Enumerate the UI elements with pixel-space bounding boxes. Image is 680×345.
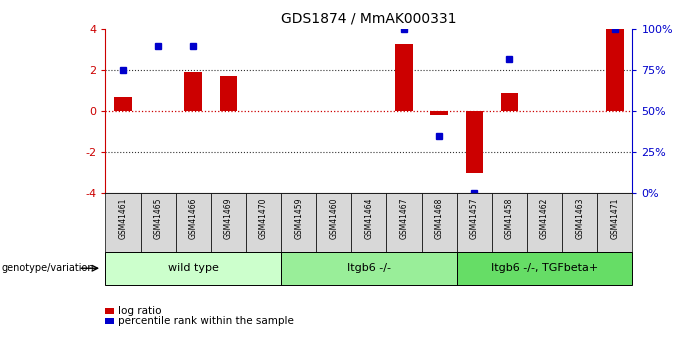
Bar bbox=[175, 193, 211, 252]
Text: GSM41466: GSM41466 bbox=[189, 197, 198, 239]
Text: GSM41457: GSM41457 bbox=[470, 197, 479, 239]
Bar bbox=[606, 29, 624, 111]
Bar bbox=[597, 193, 632, 252]
Bar bbox=[105, 252, 281, 285]
Bar bbox=[184, 72, 202, 111]
Bar bbox=[527, 193, 562, 252]
Bar bbox=[220, 77, 237, 111]
Text: log ratio: log ratio bbox=[118, 306, 161, 316]
Text: Itgb6 -/-, TGFbeta+: Itgb6 -/-, TGFbeta+ bbox=[491, 263, 598, 273]
Bar bbox=[105, 193, 141, 252]
Bar bbox=[500, 93, 518, 111]
Text: wild type: wild type bbox=[168, 263, 219, 273]
Bar bbox=[352, 193, 386, 252]
Text: GSM41470: GSM41470 bbox=[259, 197, 268, 239]
Bar bbox=[386, 193, 422, 252]
Bar bbox=[246, 193, 281, 252]
Bar bbox=[457, 252, 632, 285]
Bar bbox=[316, 193, 352, 252]
Text: GSM41460: GSM41460 bbox=[329, 197, 338, 239]
Text: GSM41463: GSM41463 bbox=[575, 197, 584, 239]
Bar bbox=[281, 193, 316, 252]
Bar bbox=[281, 252, 457, 285]
Bar bbox=[562, 193, 597, 252]
Bar bbox=[141, 193, 175, 252]
Bar bbox=[492, 193, 527, 252]
Text: GSM41471: GSM41471 bbox=[611, 197, 619, 239]
Bar bbox=[114, 97, 132, 111]
Text: GSM41465: GSM41465 bbox=[154, 197, 163, 239]
Text: Itgb6 -/-: Itgb6 -/- bbox=[347, 263, 391, 273]
Text: genotype/variation: genotype/variation bbox=[1, 263, 94, 273]
Text: GSM41458: GSM41458 bbox=[505, 197, 514, 239]
Title: GDS1874 / MmAK000331: GDS1874 / MmAK000331 bbox=[281, 11, 457, 26]
Bar bbox=[211, 193, 246, 252]
Text: GSM41461: GSM41461 bbox=[118, 197, 127, 239]
Bar bbox=[457, 193, 492, 252]
Bar bbox=[466, 111, 483, 173]
Text: GSM41467: GSM41467 bbox=[400, 197, 409, 239]
Bar bbox=[395, 44, 413, 111]
Bar bbox=[422, 193, 457, 252]
Text: GSM41468: GSM41468 bbox=[435, 197, 443, 239]
Text: GSM41469: GSM41469 bbox=[224, 197, 233, 239]
Text: GSM41459: GSM41459 bbox=[294, 197, 303, 239]
Text: percentile rank within the sample: percentile rank within the sample bbox=[118, 316, 294, 326]
Text: GSM41462: GSM41462 bbox=[540, 197, 549, 239]
Bar bbox=[430, 111, 448, 115]
Text: GSM41464: GSM41464 bbox=[364, 197, 373, 239]
